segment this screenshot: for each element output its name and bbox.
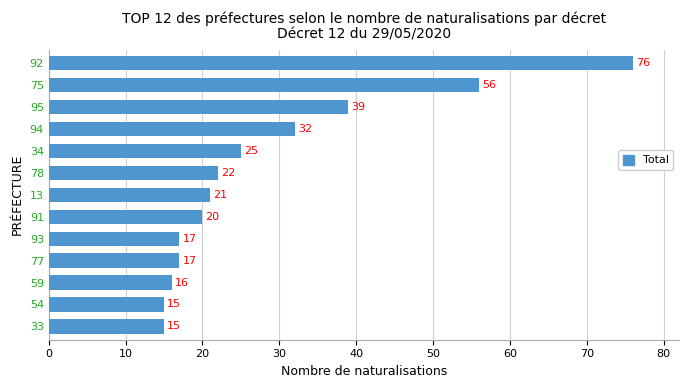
Bar [49,144,241,158]
Text: 16: 16 [175,277,189,287]
X-axis label: Nombre de naturalisations: Nombre de naturalisations [281,365,447,378]
Text: 56: 56 [482,80,496,90]
Bar [49,231,179,246]
Text: 21: 21 [213,190,227,200]
Bar [49,297,164,312]
Text: 20: 20 [206,212,219,222]
Bar [49,254,179,268]
Title: TOP 12 des préfectures selon le nombre de naturalisations par décret
Décret 12 d: TOP 12 des préfectures selon le nombre d… [121,11,606,42]
Bar [49,319,164,334]
Text: 15: 15 [167,300,181,310]
Text: 15: 15 [167,321,181,331]
Bar [49,122,295,136]
Bar [49,100,348,114]
Bar [49,275,172,290]
Text: 76: 76 [636,58,650,68]
Bar [49,210,202,224]
Y-axis label: PRÉFECTURE: PRÉFECTURE [11,154,24,235]
Bar [49,78,479,92]
Bar [49,166,218,180]
Bar [49,187,210,202]
Text: 32: 32 [298,124,312,134]
Legend: Total: Total [618,150,673,170]
Text: 22: 22 [221,168,235,178]
Text: 39: 39 [351,102,366,112]
Bar [49,56,633,70]
Text: 17: 17 [182,234,197,244]
Text: 17: 17 [182,256,197,266]
Text: 25: 25 [244,146,258,156]
